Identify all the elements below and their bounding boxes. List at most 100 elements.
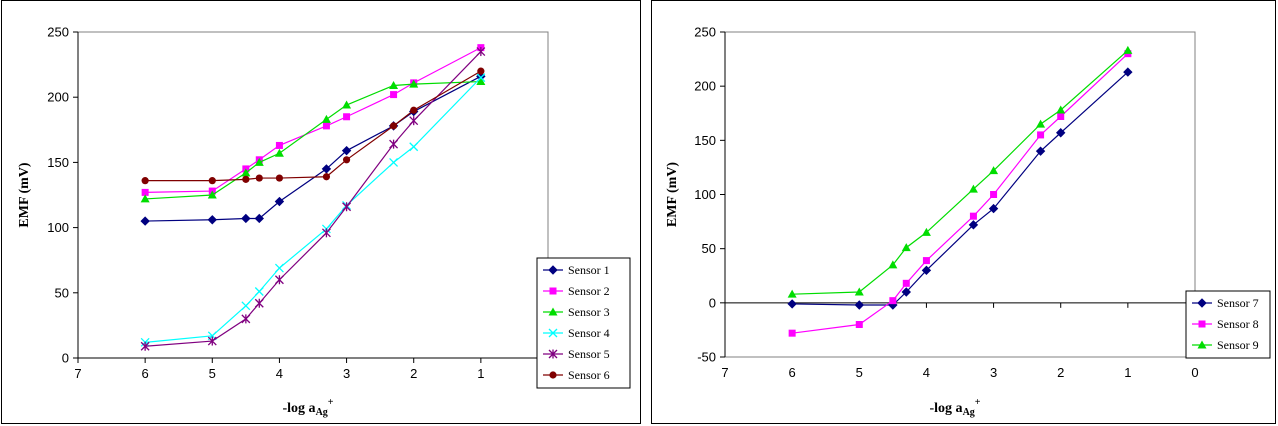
chart-1-y-tick-label: -50 [697,350,716,365]
chart-1-data-point [989,166,999,175]
chart-1-x-axis-title: -log aAg+ [930,397,981,418]
chart-1-y-tick-label: 250 [694,25,716,40]
chart-0-data-point [322,122,330,130]
chart-1-data-point [921,265,932,276]
chart-0-x-axis-title-sub: Ag [316,407,328,418]
chart-0-data-point [274,263,284,273]
chart-1-data-point [1123,45,1133,54]
chart-0-data-point [321,228,331,238]
chart-0-data-point [255,174,263,182]
chart-1-data-point [788,329,796,337]
chart-1-data-point [1035,146,1046,156]
chart-0-data-point [409,142,419,152]
chart-1-plot-area [724,31,1196,358]
chart-0-data-point [476,47,486,57]
chart-0-series-line [145,47,482,193]
chart-1-x-tick-label: 4 [923,365,930,380]
chart-0-legend-marker [548,349,558,359]
chart-0-series-line [145,75,482,222]
chart-right-svg: -50 0 50 100 150 200 250 7 6 5 4 3 2 1 0 EMF (mV) -log a… [665,25,1271,418]
chart-0-x-tick-label: 7 [74,366,81,381]
chart-0-series-2 [141,44,485,196]
chart-0-series-line [145,77,482,343]
chart-1-data-point [855,321,863,328]
chart-0-data-point [389,122,398,130]
chart-1-data-point [988,203,999,214]
chart-0-data-point [476,77,486,86]
chart-0-y-tick-label: 0 [62,351,69,366]
chart-1-data-point [969,212,977,220]
chart-0-data-point [141,188,149,196]
chart-1-data-point [1056,128,1066,138]
chart-1-data-point [787,289,797,298]
chart-0-series-line [145,70,482,182]
chart-1-y-tick-label: 50 [702,241,716,256]
chart-0-legend-label: Sensor 2 [568,284,610,298]
chart-1-x-tick-label: 0 [1191,365,1198,380]
chart-0-data-point [242,175,250,183]
chart-0-data-point [321,164,332,174]
chart-0-data-point [389,157,399,167]
chart-1-data-point [888,260,898,269]
chart-1-legend-marker [1198,320,1206,328]
chart-0-x-tick-label: 1 [477,366,484,381]
chart-0-data-point [207,190,217,199]
chart-1-y-tick-label: 200 [694,79,716,94]
chart-0-y-tick-label: 50 [55,285,69,300]
chart-0-data-point [241,168,251,177]
chart-0-x-tick-label: 6 [142,366,149,381]
chart-0-legend-box [536,257,631,389]
chart-0-data-point [254,213,264,224]
chart-1-data-point [1123,67,1133,77]
chart-1-series-line [792,53,1129,334]
chart-1-x-tick-label: 2 [1057,365,1064,380]
chart-0-data-point [254,298,264,308]
chart-1-data-point [921,227,931,236]
chart-1-series-3 [787,45,1133,298]
chart-0-series-6 [141,67,485,185]
chart-0-y-tick-label: 100 [47,220,69,235]
chart-1-series-line [792,71,1129,306]
chart-0-data-point [410,106,418,114]
chart-1-legend-label: Sensor 9 [1217,338,1259,352]
chart-1-x-axis-title-sub: Ag [963,407,975,418]
chart-0-legend-marker [548,328,558,338]
chart-0-data-point [409,79,419,88]
chart-1-y-tick-label: 0 [709,295,716,310]
chart-0-series-line [145,80,481,200]
chart-1-data-point [1037,131,1045,139]
chart-0-data-point [141,177,149,185]
chart-0-series-line [145,51,482,347]
chart-0-data-point [476,73,486,83]
chart-1-data-point [1057,113,1065,120]
chart-1-legend-marker [1197,340,1207,349]
chart-0-data-point [207,215,217,225]
chart-0-legend-marker [548,265,558,275]
chart-1-data-point [901,287,911,297]
chart-0-y-tick-label: 200 [47,90,69,105]
chart-1-x-tick-label: 6 [789,365,796,380]
chart-1-data-point [990,191,998,198]
chart-0-data-point [477,67,485,75]
chart-0-data-point [207,336,217,346]
chart-1-x-tick-label: 7 [721,365,728,380]
chart-0-x-tick-label: 4 [276,366,283,381]
chart-0-data-point [389,80,399,89]
chart-1-x-tick-label: 1 [1124,365,1131,380]
chart-1-legend-label: Sensor 7 [1217,296,1259,310]
chart-1-x-axis-title-sup: + [975,397,981,408]
chart-0-data-point [274,196,285,207]
chart-0-legend-label: Sensor 5 [568,347,610,361]
chart-0-legend-label: Sensor 4 [568,326,610,340]
chart-0-data-point [140,194,150,203]
chart-1-data-point [902,279,910,287]
chart-0-legend-marker [548,307,558,316]
chart-1-legend: Sensor 7 Sensor 8 Sensor 9 [1185,290,1271,359]
chart-0-data-point [343,113,351,121]
chart-0-legend: Sensor 1 Sensor 2 Sensor 3 Sensor 4 Sensor 5… [536,257,631,389]
chart-1-data-point [901,243,911,252]
chart-1-data-point [889,297,897,305]
chart-1-data-point [854,300,864,310]
chart-1-x-tick-label: 3 [990,365,997,380]
